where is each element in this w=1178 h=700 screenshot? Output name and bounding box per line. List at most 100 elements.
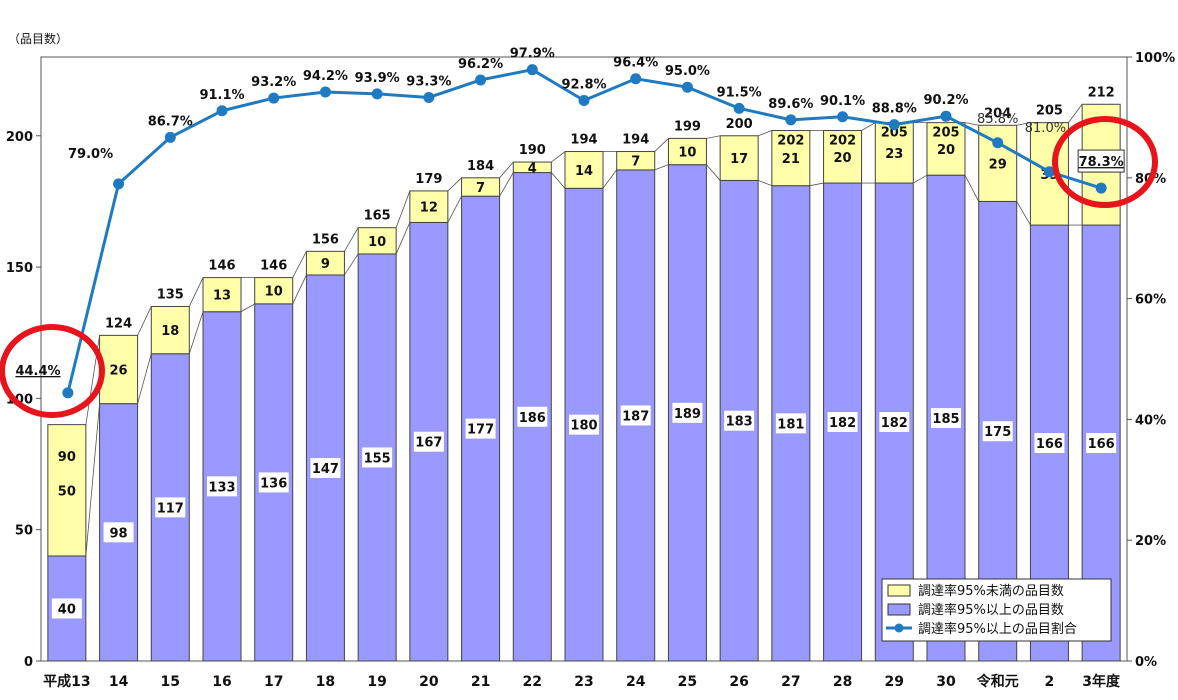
right-axis-tick-label: 100% <box>1135 51 1175 66</box>
bar-value-label: 4 <box>528 161 537 176</box>
bar-segment-below-95 <box>202 277 242 313</box>
bar-segment-below-95 <box>564 151 604 189</box>
x-axis-category-label: 24 <box>626 674 646 690</box>
bar-total-label: 212 <box>1088 85 1115 100</box>
bar-total-label: 156 <box>312 232 339 247</box>
bar-value-label-box <box>879 412 910 433</box>
series-connector-line <box>1016 201 1031 226</box>
bar-value-label-box <box>51 598 82 619</box>
bar-value-label: 9 <box>321 257 330 272</box>
share-point <box>526 64 538 76</box>
bar-value-label-box <box>931 408 961 429</box>
bar-value-label: 13 <box>213 289 231 304</box>
share-point <box>164 131 176 143</box>
series-connector-line <box>1068 104 1083 123</box>
bar-total-label: 199 <box>674 119 701 134</box>
bar-value-label: 147 <box>312 462 339 477</box>
bar-value-label: 155 <box>364 451 391 466</box>
x-axis-category-label: 16 <box>212 674 231 690</box>
bar-value-label: 182 <box>881 416 908 431</box>
bar-value-label-box <box>827 412 858 433</box>
bar-value-label-box <box>1086 433 1117 454</box>
series-connector-line <box>292 251 307 278</box>
bar-value-label-box <box>362 447 393 468</box>
share-value-label: 79.0% <box>68 147 113 162</box>
bar-value-label: 175 <box>984 425 1011 440</box>
bar-total-label: 190 <box>519 143 546 158</box>
x-axis-category-label: 19 <box>367 674 386 690</box>
share-value-label-box <box>1077 149 1125 173</box>
share-point <box>888 119 900 131</box>
bar-value-label: 181 <box>777 417 804 432</box>
series-connector-line <box>602 169 618 189</box>
series-connector-line <box>188 311 204 354</box>
series-connector-line <box>137 306 152 336</box>
bar-segment-below-95 <box>409 190 449 223</box>
share-point <box>940 110 952 122</box>
bar-total-label: 202 <box>777 134 804 149</box>
share-value-label: 93.2% <box>251 75 296 90</box>
share-point <box>268 92 280 104</box>
bar-value-label: 17 <box>730 152 748 167</box>
share-value-label: 91.1% <box>199 88 244 103</box>
bar-value-label: 14 <box>575 164 593 179</box>
bar-value-label-box <box>672 402 703 423</box>
left-axis-tick-label: 150 <box>6 261 33 276</box>
bar-segment-below-95 <box>823 130 863 184</box>
bar-value-label: 180 <box>570 419 597 434</box>
series-connector-line <box>137 353 152 404</box>
share-value-label: 90.2% <box>923 93 968 108</box>
bar-segment-below-95 <box>150 305 190 355</box>
right-axis-tick-label: 0% <box>1135 655 1157 670</box>
bar-total-label: 194 <box>622 133 649 148</box>
bar-total-label: 202 <box>829 134 856 149</box>
series-connector-line <box>964 122 979 126</box>
bar-value-label: 20 <box>834 151 852 166</box>
bar-value-label-box <box>982 421 1013 442</box>
bar-value-label: 166 <box>1036 437 1063 452</box>
series-connector-line <box>240 303 255 313</box>
bar-total-label: 184 <box>467 159 494 174</box>
share-point <box>992 137 1004 149</box>
share-point <box>837 111 849 123</box>
series-connector-line <box>85 403 100 556</box>
y-unit-label: （品目数） <box>8 31 68 46</box>
series-connector-line <box>447 195 462 223</box>
bar-value-label: 20 <box>937 143 955 158</box>
bar-value-label: 133 <box>208 480 235 495</box>
share-value-label: 93.9% <box>355 71 400 86</box>
series-connector-line <box>499 172 514 197</box>
bar-value-label: 40 <box>58 602 76 617</box>
bar-total-label: 205 <box>1036 104 1063 119</box>
x-axis-category-label: 17 <box>264 674 283 690</box>
x-axis-category-label: 2 <box>1045 674 1055 690</box>
share-value-label: 92.8% <box>561 77 606 92</box>
share-value-label: 93.3% <box>406 74 451 89</box>
legend-label: 調達率95%未満の品目数 <box>918 583 1064 599</box>
bar-value-label-box <box>724 410 755 431</box>
share-value-label: 89.6% <box>768 97 813 112</box>
series-connector-line <box>654 164 669 171</box>
bar-value-label: 23 <box>885 147 903 162</box>
bar-segment-below-95 <box>357 227 397 255</box>
series-connector-line <box>447 177 462 192</box>
x-axis-category-label: 26 <box>729 674 748 690</box>
share-point <box>681 81 693 93</box>
legend-swatch-below-95 <box>887 584 911 597</box>
x-axis-category-label: 25 <box>678 674 697 690</box>
bar-value-label-box <box>413 431 444 452</box>
series-connector-line <box>654 138 669 152</box>
bar-total-label: 204 <box>984 106 1011 121</box>
bar-value-label: 26 <box>110 364 128 379</box>
bar-value-label: 10 <box>678 146 696 161</box>
share-point <box>1043 166 1055 178</box>
share-value-label: 85.8% <box>977 112 1018 127</box>
left-axis-tick-label: 0 <box>24 655 33 670</box>
legend-swatch-95-or-above <box>887 603 911 616</box>
bar-value-label: 185 <box>932 412 959 427</box>
series-connector-line <box>861 122 876 131</box>
series-connector-line <box>344 227 359 252</box>
bar-segment-below-95 <box>99 334 139 405</box>
bar-segment-below-95 <box>874 122 914 184</box>
